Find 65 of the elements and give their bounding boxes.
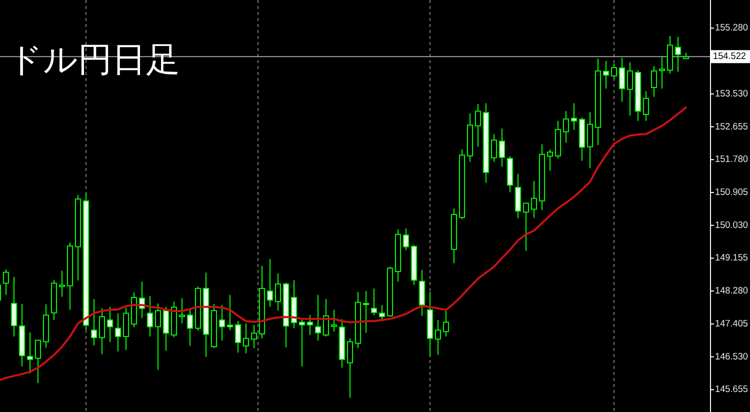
- candlestick: [531, 180, 537, 218]
- candlestick: [499, 128, 505, 168]
- candlestick: [347, 338, 353, 398]
- y-tick-label: 149.155: [715, 252, 750, 264]
- ref-line-label: 154.522: [713, 51, 748, 62]
- candlestick: [651, 66, 657, 98]
- candlestick: [235, 320, 241, 354]
- candlestick: [35, 339, 41, 384]
- y-tick-label: 147.405: [715, 318, 750, 330]
- y-tick-label: 146.530: [715, 351, 750, 362]
- candlestick: [547, 148, 553, 172]
- candlestick: [491, 134, 497, 162]
- candlestick: [219, 304, 225, 342]
- candlestick: [563, 110, 569, 144]
- candlestick: [267, 258, 273, 308]
- y-tick-label: 153.530: [715, 88, 750, 100]
- candlestick: [163, 306, 169, 352]
- candlestick: [419, 270, 425, 316]
- candlestick: [619, 57, 625, 102]
- candlestick: [99, 308, 105, 355]
- candlestick: [435, 319, 441, 356]
- candlestick: [603, 60, 609, 90]
- y-tick-label: 145.655: [715, 384, 750, 396]
- candlestick: [363, 290, 369, 334]
- candlestick: [307, 314, 313, 336]
- candlestick: [251, 324, 257, 349]
- candlestick: [115, 312, 121, 352]
- y-tick-label: 150.905: [715, 186, 750, 198]
- candlestick: [323, 298, 329, 338]
- candlestick: [187, 309, 193, 346]
- candlestick: [275, 272, 281, 312]
- candlestick: [3, 268, 9, 296]
- candlestick: [107, 306, 113, 343]
- candlestick: [27, 332, 33, 374]
- candlestick: [587, 111, 593, 169]
- candlestick: [179, 298, 185, 324]
- candlestick: [643, 90, 649, 122]
- y-tick-label: 150.030: [715, 220, 750, 231]
- candlestick: [403, 228, 409, 251]
- candlestick: [523, 202, 529, 252]
- y-tick-label: 148.280: [715, 286, 750, 297]
- y-tick-label: 155.280: [715, 22, 750, 34]
- candlestick: [123, 307, 129, 351]
- y-tick-label: 151.780: [715, 154, 750, 166]
- y-tick-label: 152.655: [715, 121, 750, 132]
- candlestick: [147, 295, 153, 338]
- candlestick: [11, 276, 17, 338]
- candlestick: [227, 294, 233, 331]
- candlestick: [243, 322, 249, 354]
- candlestick: [515, 173, 521, 219]
- candlestick: [315, 294, 321, 342]
- candlestick: [331, 309, 337, 332]
- candlestick: [443, 308, 449, 338]
- candlestick: [59, 270, 65, 298]
- candlestick: [371, 288, 377, 316]
- candlestick: [379, 304, 385, 320]
- candlestick: [611, 62, 617, 79]
- candlestick: [299, 319, 305, 368]
- candlestick: [675, 36, 681, 72]
- candlestick: [571, 102, 577, 130]
- candlestick: [155, 302, 161, 370]
- candlestick: [627, 62, 633, 116]
- candlestick: [475, 104, 481, 148]
- candlestick: [91, 298, 97, 346]
- candlestick: [659, 56, 665, 90]
